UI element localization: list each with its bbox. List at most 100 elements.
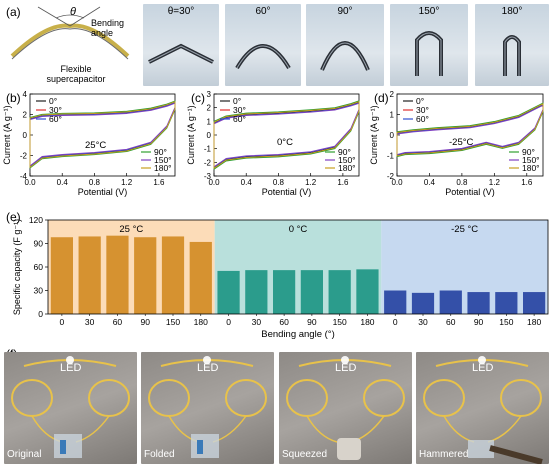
legend-label: 180° xyxy=(338,163,356,173)
x-tick-label: 180 xyxy=(360,317,374,327)
bending-angle-line-2: angle xyxy=(91,28,114,38)
x-tick-label: 60 xyxy=(279,317,289,327)
cv-chart-25c: 0.0 0.4 0.8 1.2 1.6 -4 -2 0 2 4 Potential (V) Curre… xyxy=(2,90,176,197)
y-tick-label: -1 xyxy=(387,152,395,161)
capacity-bar xyxy=(411,292,435,314)
y-tick-label: -2 xyxy=(204,158,212,167)
capacity-bar xyxy=(495,292,518,314)
capacity-bar xyxy=(273,270,296,314)
device-label: Flexible supercapacitor xyxy=(36,64,116,84)
legend-label: 0° xyxy=(49,96,57,106)
y-tick-label: 0 xyxy=(38,309,43,319)
y-tick-label: 3 xyxy=(207,90,212,99)
x-tick-label: 0.4 xyxy=(57,178,69,187)
panel-label-a: (a) xyxy=(6,5,21,19)
x-tick-label: 30 xyxy=(85,317,95,327)
led-label: LED xyxy=(197,362,219,374)
legend-label: 60° xyxy=(49,114,62,124)
x-tick-label: 1.2 xyxy=(305,178,317,187)
bending-angle-label: Bending angle xyxy=(91,18,124,38)
y-tick-label: 2 xyxy=(390,90,395,99)
y-tick-label: -2 xyxy=(20,152,28,161)
legend-label: 90° xyxy=(338,147,351,157)
bending-angle-line-1: Bending xyxy=(91,18,125,28)
x-tick-label: 30 xyxy=(418,317,428,327)
capacity-bar-chart: 25 °C 0 30 60 90 150 180 0 °C 0 30 60 90 150 180 -25 °… xyxy=(12,215,549,340)
capacity-bar xyxy=(217,270,240,314)
bending-photo: 150° xyxy=(390,4,468,86)
legend-label: 30° xyxy=(233,105,246,115)
x-tick-label: 90 xyxy=(474,317,484,327)
x-axis-label: Potential (V) xyxy=(445,187,495,197)
panel-label-b: (b) xyxy=(6,91,21,105)
x-tick-label: 30 xyxy=(252,317,262,327)
x-tick-label: 1.2 xyxy=(121,178,133,187)
led-label: LED xyxy=(472,362,494,374)
led-circuit-drawing xyxy=(286,356,405,460)
x-tick-label: 1.6 xyxy=(337,178,349,187)
y-tick-label: 0 xyxy=(207,131,212,140)
group-temperature-label: 25 °C xyxy=(119,224,143,235)
panel-label-e: (e) xyxy=(6,210,21,224)
bending-photo-label: 90° xyxy=(337,6,353,17)
group-background xyxy=(381,220,548,314)
capacity-bar xyxy=(245,270,268,314)
cv-curve xyxy=(29,101,176,168)
capacity-bar xyxy=(161,236,185,314)
temperature-annotation: -25°C xyxy=(449,137,474,148)
x-tick-label: 0.0 xyxy=(208,178,220,187)
bending-photo-label: 60° xyxy=(255,6,271,17)
group-temperature-label: -25 °C xyxy=(451,224,478,235)
bent-device-shape xyxy=(503,35,521,76)
x-tick-label: 0.0 xyxy=(391,178,403,187)
y-tick-label: -2 xyxy=(387,172,395,181)
photo-caption: Folded xyxy=(144,449,175,460)
photo-caption: Squeezed xyxy=(282,449,328,460)
capacity-bar xyxy=(328,270,351,314)
capacity-bar xyxy=(356,269,379,314)
x-tick-label: 1.2 xyxy=(489,178,501,187)
legend-label: 150° xyxy=(522,155,540,165)
legend-label: 90° xyxy=(522,147,535,157)
x-tick-label: 0.8 xyxy=(89,178,101,187)
capacity-bar xyxy=(78,236,101,314)
led-demo-photo: LED Squeezed xyxy=(279,352,412,464)
x-tick-label: 90 xyxy=(140,317,150,327)
y-axis-label: Current (A g⁻¹) xyxy=(2,105,12,164)
y-tick-label: -4 xyxy=(20,172,28,181)
x-tick-label: 150 xyxy=(166,317,180,327)
cv-curve xyxy=(396,104,544,155)
panel-label-d: (d) xyxy=(374,91,389,105)
panel-label-c: (c) xyxy=(191,91,205,105)
x-tick-label: 0 xyxy=(226,317,231,327)
capacity-bar xyxy=(106,235,129,314)
y-tick-label: 1 xyxy=(207,117,212,126)
capacity-bar xyxy=(523,292,546,314)
led-circuit-drawing xyxy=(148,356,267,458)
x-tick-label: 90 xyxy=(307,317,317,327)
x-tick-label: 180 xyxy=(527,317,541,327)
y-tick-label: -3 xyxy=(204,172,212,181)
led-demo-photo: LED Hammered xyxy=(416,352,549,464)
cv-chart-0c: 0.0 0.4 0.8 1.2 1.6 -3 -2 -1 0 1 2 3 Potential (V) Cu… xyxy=(186,90,360,197)
legend-label: 30° xyxy=(416,105,429,115)
led-label: LED xyxy=(335,362,357,374)
theta-symbol: θ xyxy=(70,6,76,18)
y-tick-label: 0 xyxy=(23,131,28,140)
capacity-bar xyxy=(50,237,73,314)
capacity-bar xyxy=(439,290,462,314)
legend-label: 90° xyxy=(154,147,167,157)
y-tick-label: 1 xyxy=(390,111,395,120)
bent-device-shape xyxy=(235,44,291,70)
bending-photo-label: 150° xyxy=(418,6,440,17)
legend-label: 60° xyxy=(416,114,429,124)
legend-label: 0° xyxy=(416,96,424,106)
bending-photo: 60° xyxy=(225,4,301,86)
y-axis-label: Specific capacity (F g⁻¹) xyxy=(12,219,22,315)
y-tick-label: 60 xyxy=(34,262,44,272)
legend-label: 180° xyxy=(154,163,172,173)
led-label: LED xyxy=(60,362,82,374)
led-circuit-drawing xyxy=(423,356,543,464)
y-tick-label: 120 xyxy=(29,215,43,225)
x-tick-label: 1.6 xyxy=(521,178,533,187)
